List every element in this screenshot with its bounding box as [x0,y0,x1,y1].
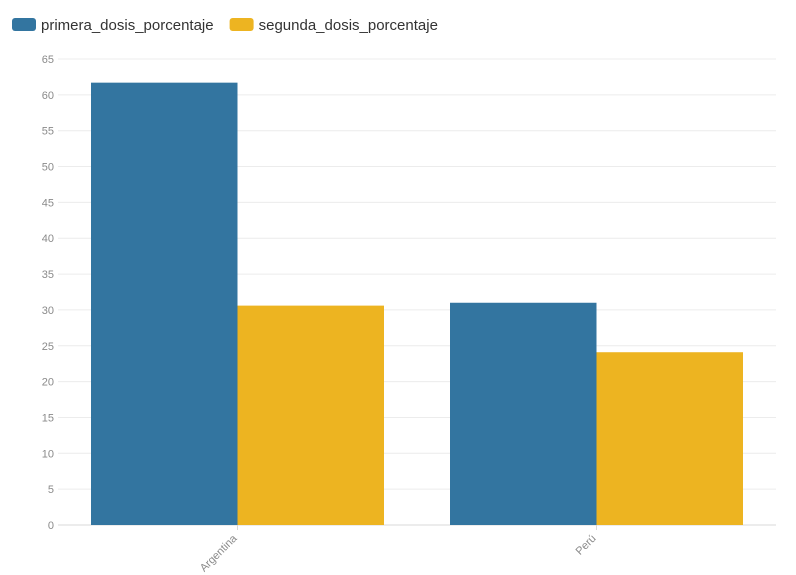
y-tick-label: 20 [42,377,54,389]
y-tick-label: 60 [42,90,54,102]
y-tick-label: 25 [42,341,54,353]
x-category-label: Perú [574,533,599,558]
bar-segunda_dosis_porcentaje-Argentina[interactable] [237,305,385,525]
y-tick-label: 40 [42,233,54,245]
y-tick-label: 50 [42,162,54,174]
x-axis-labels: Argentina Perú [198,525,599,574]
legend-label-1[interactable]: primera_dosis_porcentaje [41,17,214,34]
bar-primera_dosis_porcentaje-Perú[interactable] [450,302,597,525]
legend: primera_dosis_porcentaje segunda_dosis_po… [12,17,438,34]
y-tick-label: 35 [42,269,54,281]
x-category-label: Argentina [198,532,240,574]
bars [91,82,744,526]
y-tick-label: 55 [42,126,54,138]
y-tick-label: 15 [42,412,54,424]
y-tick-label: 0 [48,520,54,532]
y-tick-label: 30 [42,305,54,317]
bar-segunda_dosis_porcentaje-Perú[interactable] [596,352,744,525]
bar-primera_dosis_porcentaje-Argentina[interactable] [91,82,238,526]
y-axis-ticks: 0 5 10 15 20 25 30 35 40 45 50 55 60 65 [42,54,54,532]
y-tick-label: 45 [42,197,54,209]
y-tick-label: 65 [42,54,54,66]
y-tick-label: 10 [42,448,54,460]
legend-swatch-2[interactable] [229,18,254,31]
y-tick-label: 5 [48,484,54,496]
legend-label-2[interactable]: segunda_dosis_porcentaje [259,17,438,34]
legend-swatch-1[interactable] [12,18,36,31]
